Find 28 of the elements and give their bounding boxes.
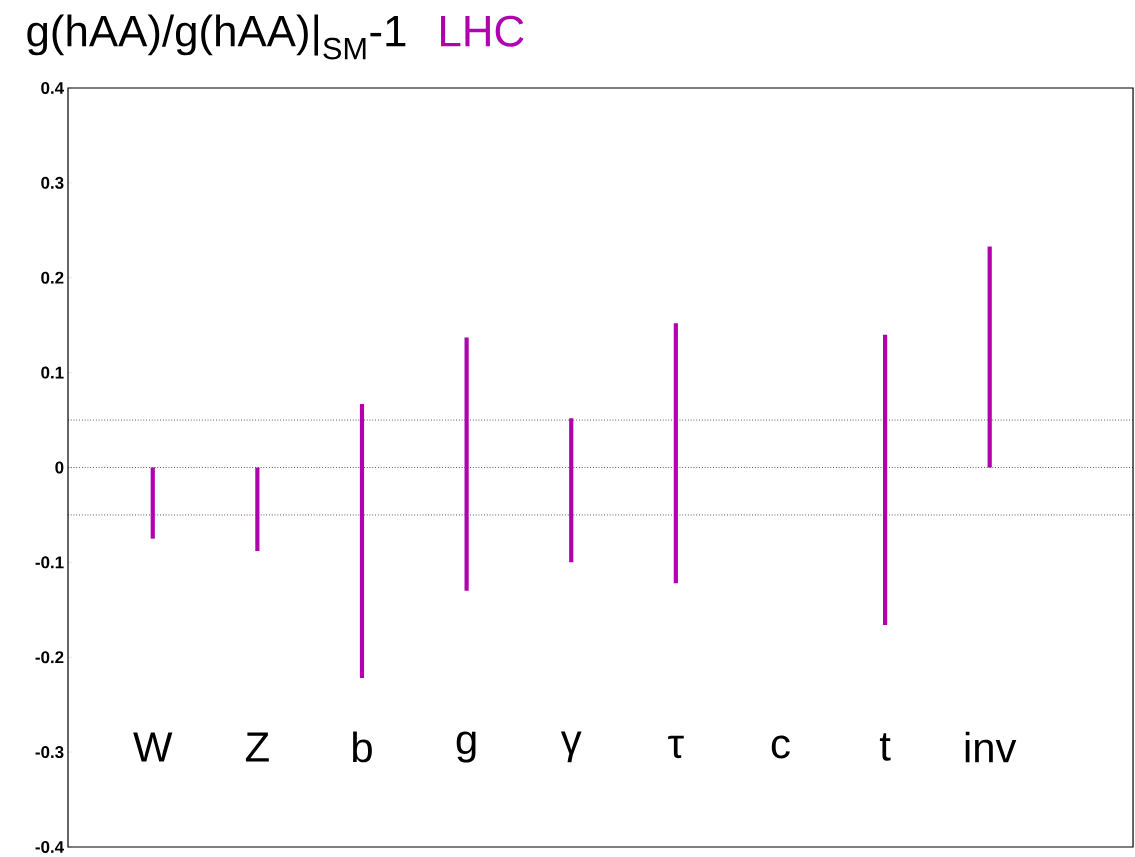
y-tick-label: -0.1 xyxy=(35,556,64,569)
x-tick-label: inv xyxy=(965,731,1017,763)
y-tick-label: -0.3 xyxy=(35,746,64,759)
x-tick-label: τ xyxy=(668,735,684,759)
chart-title: g(hAA)/g(hAA)|$_{SM}$-1 xyxy=(27,14,406,60)
bar xyxy=(987,246,992,468)
bar xyxy=(150,467,155,539)
y-tick-label: -0.2 xyxy=(35,651,64,664)
bar xyxy=(255,467,260,551)
chart-subtitle: LHC xyxy=(441,15,524,47)
bar xyxy=(673,323,678,584)
y-tick-label: 0 xyxy=(55,461,64,474)
bar xyxy=(569,418,574,563)
x-tick-label: Z xyxy=(245,732,269,762)
bar xyxy=(359,403,365,679)
x-tick-label: t xyxy=(879,733,891,761)
x-tick-label: W xyxy=(133,732,173,762)
y-tick-label: 0.3 xyxy=(41,176,64,189)
bar xyxy=(464,337,469,591)
x-tick-label: c xyxy=(771,735,790,759)
y-tick-label: 0.4 xyxy=(41,81,64,94)
y-tick-label: 0.1 xyxy=(41,366,64,379)
y-tick-label: 0.2 xyxy=(41,271,64,284)
bar xyxy=(882,334,888,625)
x-tick-label: b xyxy=(353,731,372,763)
x-tick-label: γ xyxy=(560,731,582,763)
x-tick-label: g xyxy=(456,731,476,763)
y-tick-label: -0.4 xyxy=(35,840,64,853)
